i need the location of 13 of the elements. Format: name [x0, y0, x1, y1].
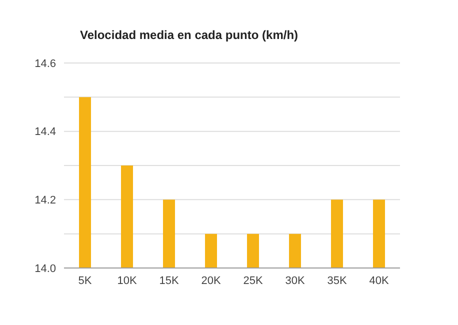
x-tick-label: 30K: [285, 274, 306, 287]
y-tick-label: 14.4: [34, 126, 56, 138]
y-tick-label: 14.6: [34, 58, 56, 70]
y-tick-label: 14.2: [34, 194, 56, 207]
y-tick-label: 14.0: [34, 262, 56, 275]
x-tick-label: 10K: [117, 274, 138, 287]
x-tick-label: 5K: [78, 274, 92, 287]
chart-title: Velocidad media en cada punto (km/h): [80, 28, 298, 42]
x-tick-label: 40K: [369, 274, 390, 287]
x-tick-label: 20K: [201, 274, 222, 287]
x-tick-label: 35K: [327, 274, 348, 287]
x-tick-label: 25K: [243, 274, 264, 287]
x-tick-label: 15K: [159, 274, 180, 287]
